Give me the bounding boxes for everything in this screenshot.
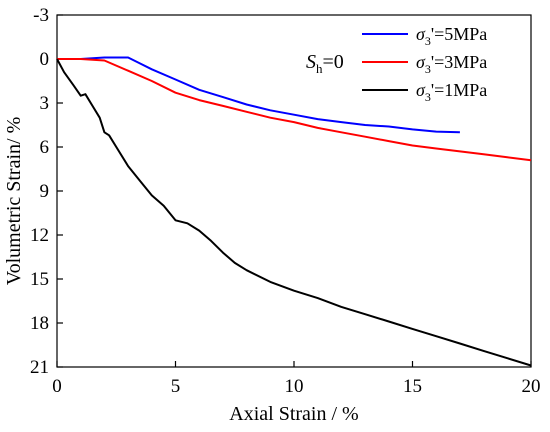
x-tick-label: 0	[52, 376, 62, 397]
x-tick-label: 5	[171, 376, 181, 397]
y-tick-label: 3	[40, 93, 50, 114]
y-axis-label: Volumetric Strain/ %	[3, 117, 25, 286]
legend-label-2: σ3'=3MPa	[416, 52, 487, 76]
legend: σ3'=5MPa σ3'=3MPa σ3'=1MPa	[362, 24, 487, 104]
series-line-1	[57, 56, 460, 134]
y-tick-label: 9	[40, 181, 50, 202]
series-layer	[56, 56, 532, 367]
x-tick-label: 20	[522, 376, 541, 397]
y-tick-label: 12	[30, 225, 49, 246]
legend-label-1: σ3'=5MPa	[416, 24, 487, 48]
x-axis-label: Axial Strain / %	[229, 403, 358, 425]
sh-annotation: Sh=0	[306, 51, 344, 76]
axes: 0 5 10 15 20 -3 0 3 6 9 12 15 18 21	[30, 5, 541, 397]
x-tick-label: 10	[285, 376, 304, 397]
y-tick-label: 15	[30, 269, 49, 290]
y-tick-label: 21	[30, 357, 49, 378]
x-tick-label: 15	[403, 376, 422, 397]
y-tick-label: 0	[40, 49, 50, 70]
series-line-3	[56, 58, 532, 367]
series-line-2	[57, 58, 532, 162]
y-tick-label: 6	[40, 137, 50, 158]
y-tick-label: -3	[33, 5, 49, 26]
y-tick-label: 18	[30, 313, 49, 334]
legend-label-3: σ3'=1MPa	[416, 80, 487, 104]
